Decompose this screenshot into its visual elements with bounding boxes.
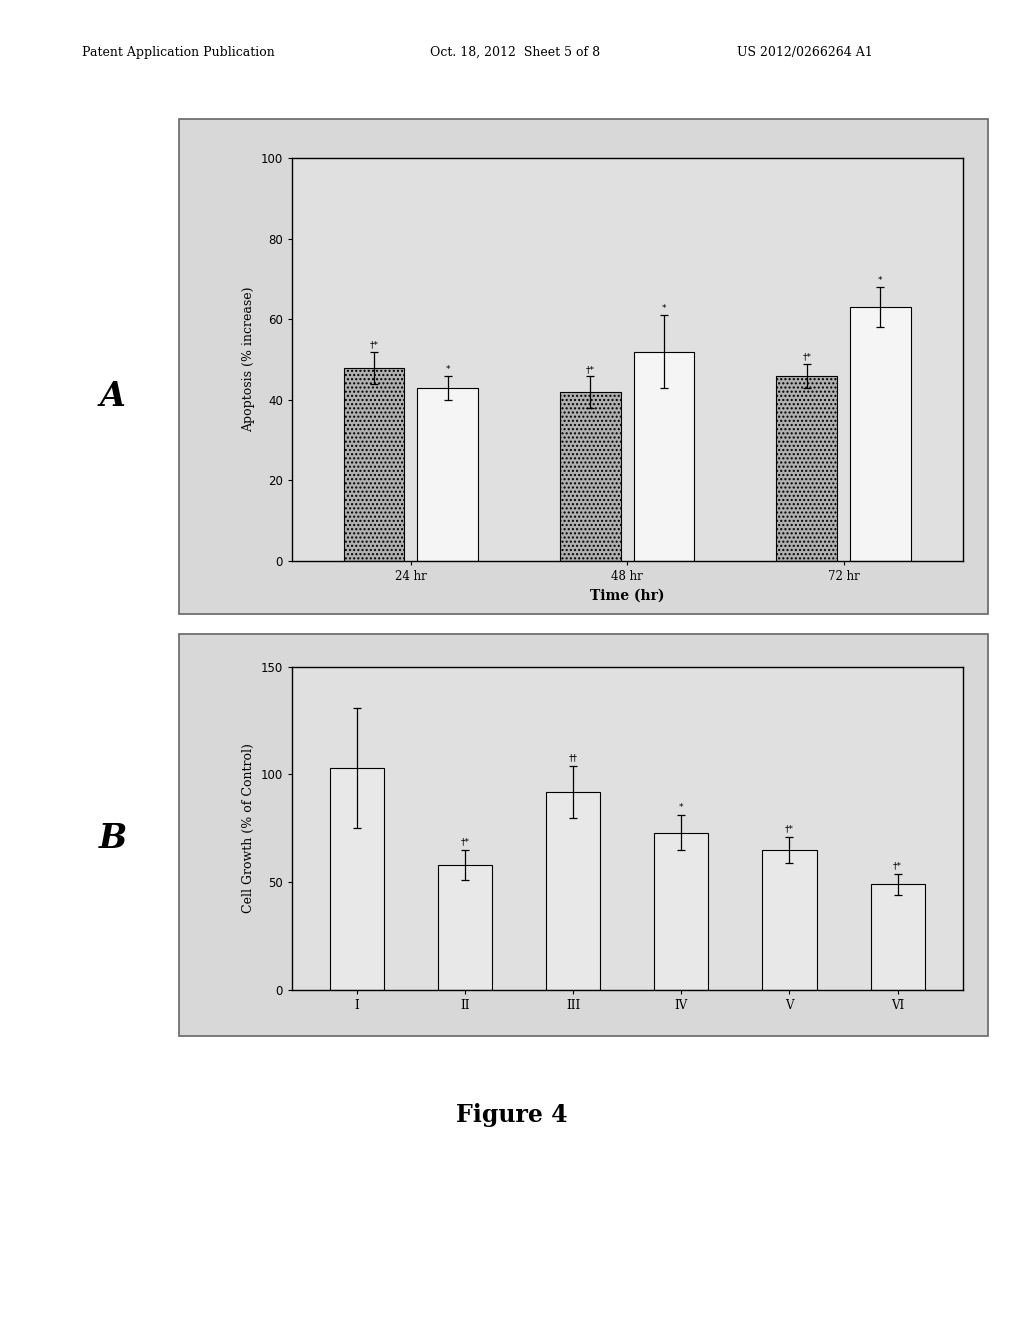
Text: B: B (98, 821, 127, 855)
Bar (560, 392, 621, 561)
X-axis label: Time (hr): Time (hr) (590, 589, 665, 603)
Bar (654, 833, 709, 990)
Bar (438, 865, 492, 990)
Text: *: * (879, 276, 883, 285)
Text: Oct. 18, 2012  Sheet 5 of 8: Oct. 18, 2012 Sheet 5 of 8 (430, 46, 600, 59)
Text: †*: †* (586, 364, 595, 374)
Bar (344, 368, 404, 561)
Text: US 2012/0266264 A1: US 2012/0266264 A1 (737, 46, 873, 59)
Text: †*: †* (370, 341, 379, 350)
Bar (634, 351, 694, 561)
Text: ††: †† (568, 754, 578, 763)
Text: †*: †* (461, 838, 469, 846)
Bar (418, 388, 478, 561)
Bar (330, 768, 384, 990)
Text: *: * (679, 803, 684, 812)
Bar (870, 884, 925, 990)
Text: †*: †* (893, 862, 902, 870)
Text: A: A (99, 380, 126, 413)
Bar (763, 850, 816, 990)
Bar (776, 376, 837, 561)
Text: Patent Application Publication: Patent Application Publication (82, 46, 274, 59)
Text: †*: †* (802, 352, 811, 362)
Text: *: * (662, 305, 667, 313)
Text: *: * (445, 364, 450, 374)
Y-axis label: Cell Growth (% of Control): Cell Growth (% of Control) (242, 743, 255, 913)
Bar (546, 792, 600, 990)
Text: †*: †* (785, 825, 794, 834)
Y-axis label: Apoptosis (% increase): Apoptosis (% increase) (242, 286, 255, 433)
Bar (850, 308, 910, 561)
Text: Figure 4: Figure 4 (456, 1104, 568, 1127)
